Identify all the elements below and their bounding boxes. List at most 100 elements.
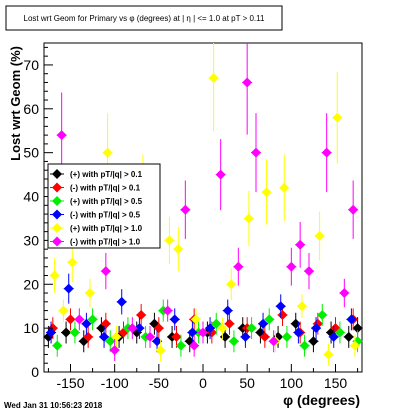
legend: (+) with pT/|q| > 0.1 (-) with pT/|q| > 0…	[47, 163, 161, 249]
data-point	[279, 182, 290, 193]
data-point	[83, 331, 94, 342]
data-point	[105, 336, 116, 347]
y-tick-label: 10	[23, 320, 39, 336]
data-point	[277, 309, 288, 320]
data-point	[346, 314, 357, 325]
data-point	[296, 301, 307, 312]
data-point	[215, 169, 226, 180]
data-point	[233, 261, 244, 272]
data-point	[259, 331, 270, 342]
data-point	[52, 340, 63, 351]
y-tick-label: 60	[23, 101, 39, 117]
data-point	[286, 261, 297, 272]
data-point	[299, 340, 310, 351]
legend-entry: (-) with pT/|q| > 1.0	[70, 238, 141, 247]
y-tick-label: 40	[23, 189, 39, 205]
data-point	[175, 340, 186, 351]
data-point	[311, 323, 322, 334]
data-point	[102, 147, 113, 158]
y-tick-label: 70	[23, 57, 39, 73]
data-point	[152, 336, 163, 347]
data-point	[58, 305, 69, 316]
axes: -150 -100 -50 0 50 100 150 0 10 20 30 40 50 60 70	[23, 46, 359, 391]
data-point	[226, 279, 237, 290]
data-point	[187, 327, 198, 338]
legend-entry: (-) with pT/|q| > 0.5	[70, 211, 141, 220]
data-point	[111, 331, 122, 342]
chart-title: Lost wrt Geom for Primary vs φ (degrees)…	[24, 14, 265, 23]
data-point	[153, 323, 164, 334]
data-point	[100, 318, 111, 329]
data-point	[46, 327, 57, 338]
data-point	[332, 112, 343, 123]
data-point	[164, 235, 175, 246]
x-tick-label: 50	[239, 375, 255, 391]
data-point	[81, 318, 92, 329]
x-tick-label: 150	[324, 375, 348, 391]
legend-entry: (-) with pT/|q| > 0.1	[70, 184, 141, 193]
data-point	[63, 283, 74, 294]
data-point	[205, 323, 216, 334]
data-point	[224, 318, 235, 329]
data-point	[321, 147, 332, 158]
data-point	[127, 323, 138, 334]
legend-entry: (+) with pT/|q| > 0.5	[70, 197, 143, 206]
data-point	[222, 305, 233, 316]
data-point	[198, 327, 208, 338]
series-4	[46, 273, 357, 353]
data-point	[136, 309, 147, 320]
timestamp: Wed Jan 31 10:56:23 2018	[4, 401, 103, 410]
data-point	[343, 331, 354, 342]
data-point	[84, 288, 95, 299]
data-point	[352, 323, 363, 334]
data-point	[314, 231, 325, 242]
data-point	[242, 77, 253, 88]
data-point	[317, 309, 328, 320]
data-point	[261, 187, 272, 198]
data-point	[61, 327, 72, 338]
data-point	[240, 331, 251, 342]
legend-marker	[52, 182, 62, 193]
data-point	[281, 331, 292, 342]
data-point	[180, 204, 191, 215]
data-point	[145, 331, 155, 342]
data-point	[49, 270, 60, 281]
data-point	[264, 314, 275, 325]
data-point	[258, 318, 269, 329]
data-point	[304, 266, 314, 277]
data-point	[228, 336, 239, 347]
data-point	[295, 239, 306, 250]
data-point	[169, 314, 180, 325]
data-point	[65, 314, 76, 325]
data-point	[100, 266, 111, 277]
data-point	[323, 349, 334, 360]
data-point	[246, 323, 257, 334]
x-axis-label: φ (degrees)	[283, 392, 360, 408]
x-tick-label: 0	[199, 375, 207, 391]
data-point	[69, 327, 80, 338]
title-box	[5, 5, 283, 31]
y-tick-label: 0	[31, 364, 39, 380]
data-point	[251, 147, 261, 158]
x-tick-label: -50	[149, 375, 169, 391]
legend-marker	[52, 196, 62, 206]
data-point	[290, 318, 301, 329]
data-point	[171, 331, 182, 342]
x-tick-label: 100	[280, 375, 304, 391]
data-point	[67, 257, 78, 268]
legend-box	[47, 163, 161, 249]
legend-marker	[52, 236, 62, 247]
legend-marker	[52, 169, 62, 179]
y-axis-label: Lost wrt Geom (%)	[8, 46, 23, 161]
data-point	[155, 345, 166, 356]
x-tick-label: -100	[101, 375, 129, 391]
y-tick-label: 20	[23, 276, 39, 292]
data-point	[173, 244, 184, 255]
data-point	[189, 340, 200, 351]
data-point	[74, 314, 85, 325]
data-point	[243, 213, 254, 224]
data-point	[208, 73, 219, 84]
x-tick-label: -150	[56, 375, 84, 391]
y-tick-label: 50	[23, 145, 39, 161]
